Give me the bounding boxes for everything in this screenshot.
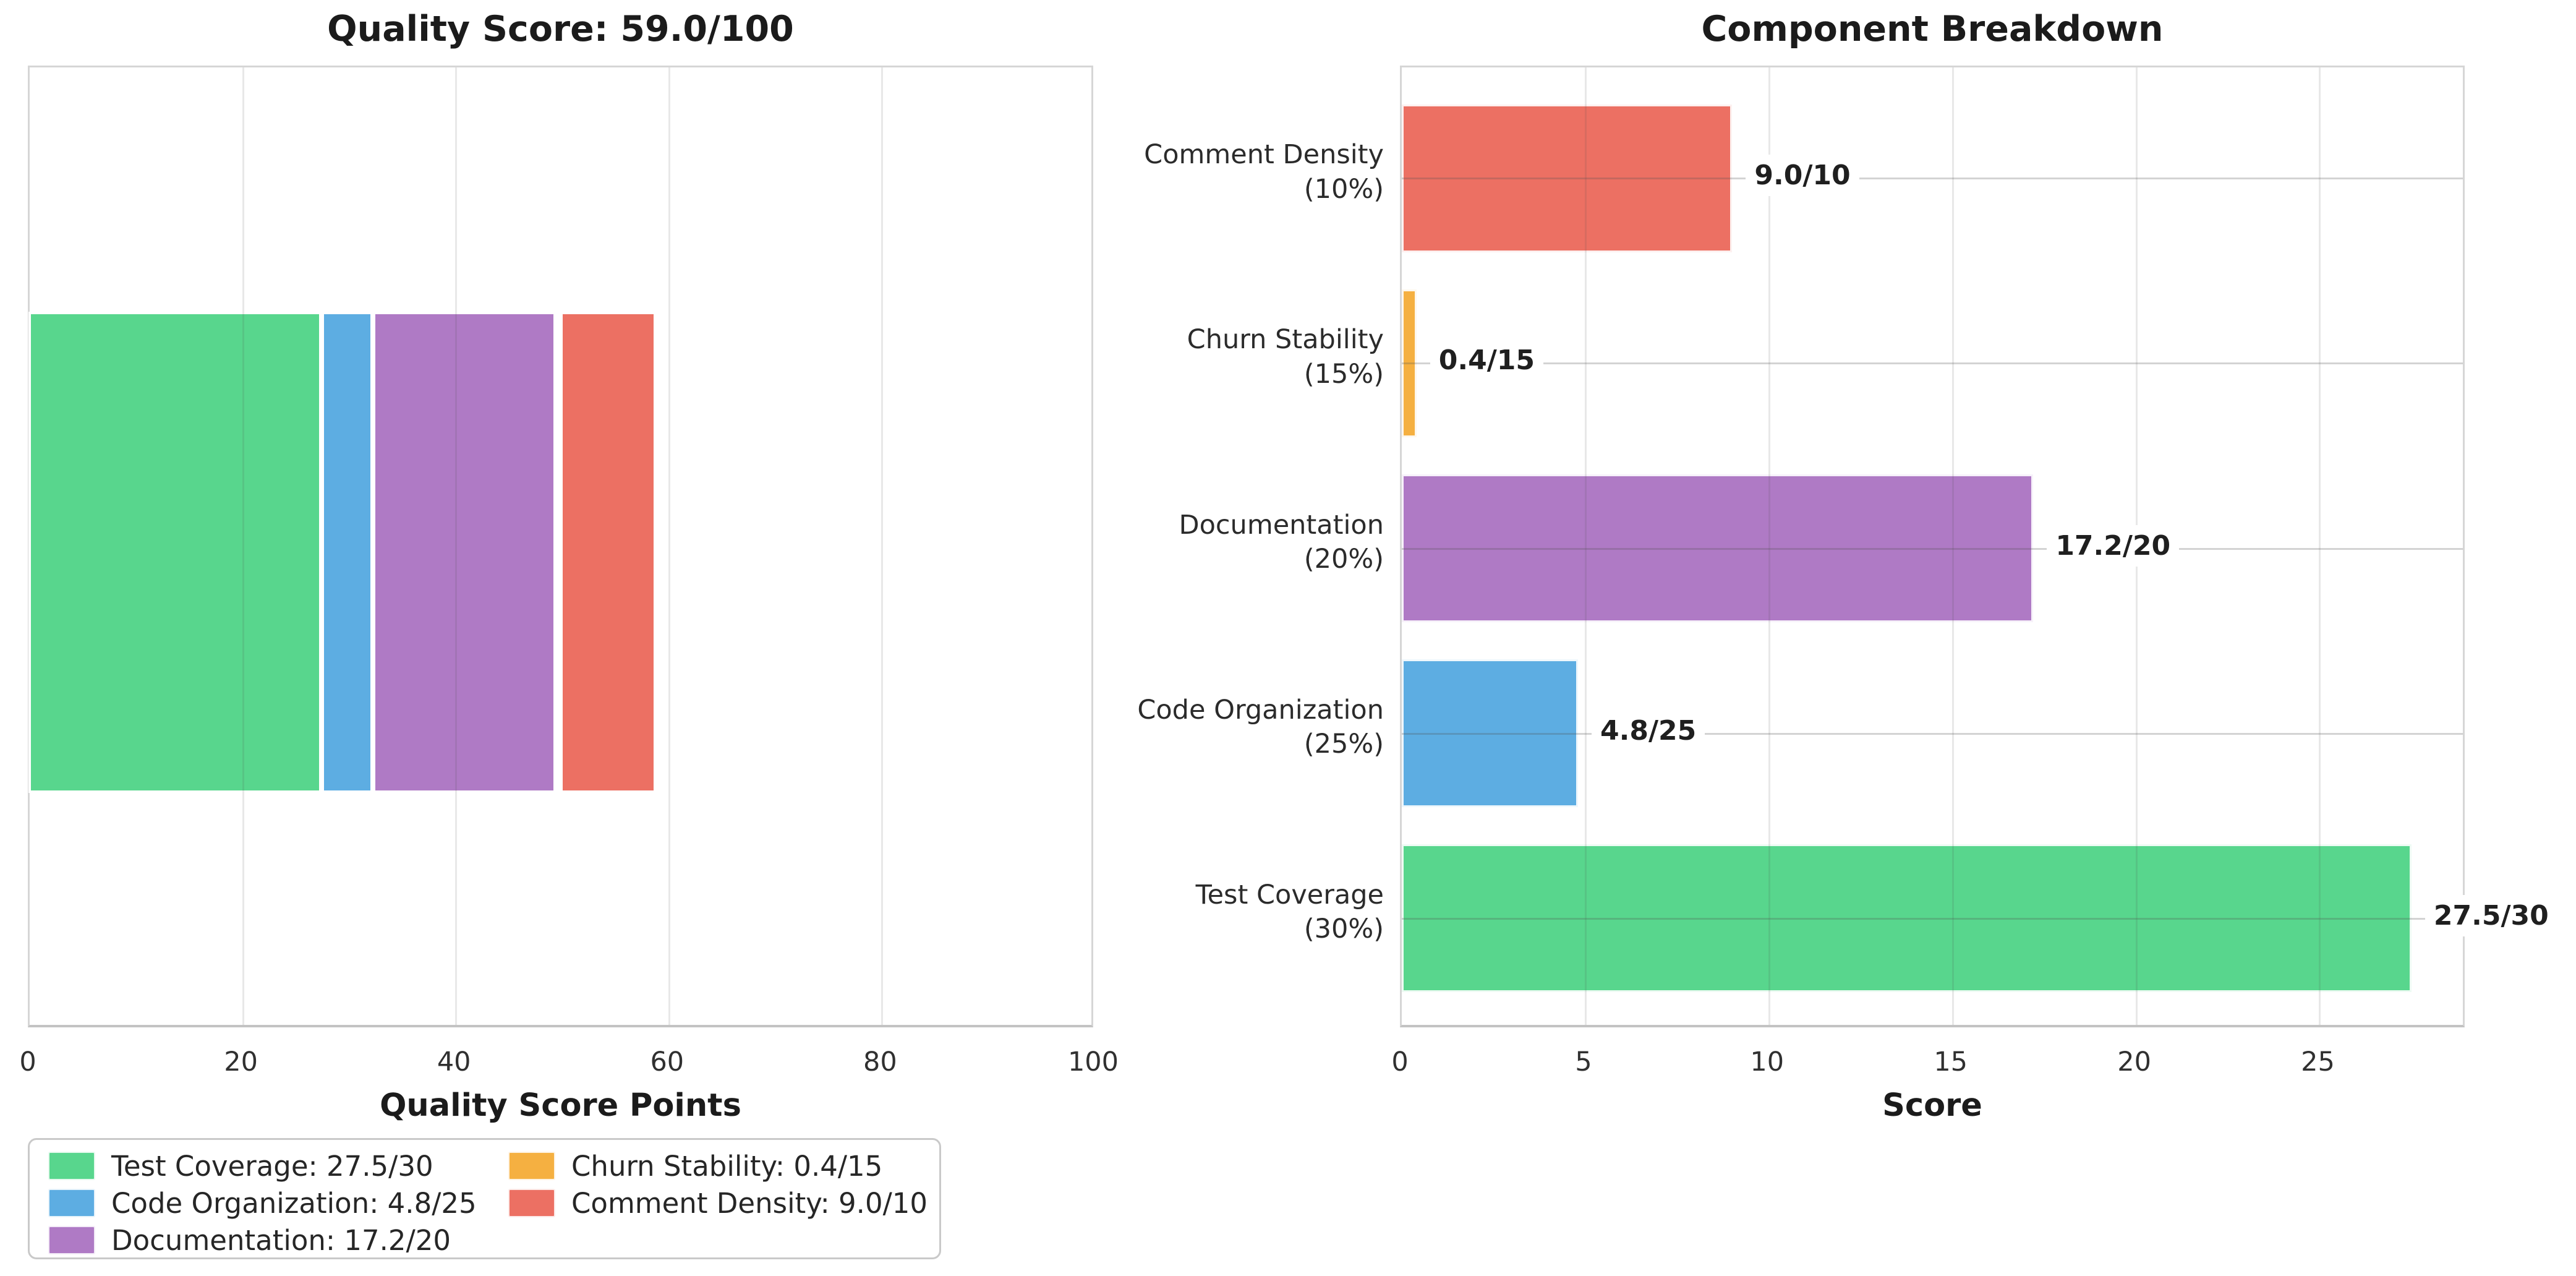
- gridline-x-10: [1768, 67, 1770, 1025]
- gridline-x-5: [1584, 67, 1587, 1025]
- legend-label: Test Coverage: 27.5/30: [111, 1149, 433, 1183]
- row-line-test-coverage: [1402, 917, 2463, 920]
- value-label-test-coverage: 27.5/30: [2425, 894, 2557, 936]
- left-xtick-80: 80: [863, 1047, 897, 1077]
- component-breakdown-plot-area: 9.0/10 0.4/15 17.2/20 4.8/25 27.5/30: [1402, 67, 2557, 1025]
- left-chart-title: Quality Score: 59.0/100: [327, 9, 794, 49]
- right-xaxis-label: Score: [1882, 1087, 1982, 1124]
- bar-code-organization: [1402, 659, 1579, 808]
- value-label-comment-density: 9.0/10: [1746, 155, 1859, 197]
- documentation-swatch: [48, 1226, 95, 1254]
- right-xtick-25: 25: [2301, 1047, 2335, 1077]
- bar-segment-comment-density: [560, 312, 656, 793]
- right-xtick-10: 10: [1750, 1047, 1785, 1077]
- right-xtick-5: 5: [1575, 1047, 1592, 1077]
- quality-score-plot: [28, 66, 1093, 1027]
- legend-item-churn-stability: Churn Stability: 0.4/15: [508, 1149, 928, 1183]
- legend: Test Coverage: 27.5/30 Code Organization:…: [28, 1138, 941, 1259]
- right-xtick-20: 20: [2117, 1047, 2151, 1077]
- row-line-code-organization: [1402, 732, 2463, 735]
- legend-item-documentation: Documentation: 17.2/20: [48, 1223, 477, 1257]
- legend-label: Documentation: 17.2/20: [111, 1223, 451, 1257]
- bar-comment-density: [1402, 104, 1733, 252]
- right-chart-title: Component Breakdown: [1701, 9, 2164, 49]
- component-breakdown-plot: 9.0/10 0.4/15 17.2/20 4.8/25 27.5/30: [1400, 66, 2557, 1027]
- left-xtick-60: 60: [650, 1047, 685, 1077]
- test-coverage-swatch: [48, 1152, 95, 1180]
- category-label-documentation: Documentation (20%): [1179, 509, 1384, 575]
- value-label-code-organization: 4.8/25: [1592, 709, 1705, 751]
- legend-label: Churn Stability: 0.4/15: [571, 1149, 883, 1183]
- right-xtick-0: 0: [1391, 1047, 1409, 1077]
- bar-segment-documentation: [372, 312, 556, 793]
- comment-density-swatch: [508, 1189, 555, 1217]
- legend-item-code-organization: Code Organization: 4.8/25: [48, 1186, 477, 1220]
- category-label-churn-stability: Churn Stability (15%): [1187, 324, 1384, 390]
- value-label-documentation: 17.2/20: [2047, 525, 2180, 567]
- value-label-churn-stability: 0.4/15: [1430, 340, 1543, 382]
- code-organization-swatch: [48, 1189, 95, 1217]
- row-line-churn-stability: [1402, 362, 2463, 365]
- category-label-code-organization: Code Organization (25%): [1137, 694, 1384, 760]
- gridline-x-15: [1951, 67, 1954, 1025]
- bar-documentation: [1402, 474, 2034, 622]
- churn-stability-swatch: [508, 1152, 555, 1180]
- category-label-comment-density: Comment Density (10%): [1144, 139, 1384, 205]
- bar-test-coverage: [1402, 844, 2412, 993]
- legend-column-2: Churn Stability: 0.4/15 Comment Density: …: [508, 1149, 928, 1223]
- bar-segment-test-coverage: [28, 312, 322, 793]
- gridline-x-25: [2319, 67, 2321, 1025]
- gridline-x-20: [242, 67, 244, 1025]
- legend-item-test-coverage: Test Coverage: 27.5/30: [48, 1149, 477, 1183]
- bar-churn-stability: [1402, 289, 1417, 437]
- quality-score-plot-area: [28, 67, 1091, 1025]
- row-line-comment-density: [1402, 178, 2463, 180]
- left-xaxis-label: Quality Score Points: [380, 1087, 741, 1124]
- left-xtick-100: 100: [1067, 1047, 1119, 1077]
- right-xtick-15: 15: [1934, 1047, 1968, 1077]
- legend-item-comment-density: Comment Density: 9.0/10: [508, 1186, 928, 1220]
- row-line-documentation: [1402, 547, 2463, 550]
- category-label-test-coverage: Test Coverage (30%): [1195, 879, 1384, 945]
- bar-segment-code-organization: [321, 312, 373, 793]
- left-xtick-0: 0: [19, 1047, 36, 1077]
- bar-segment-churn-stability: [555, 312, 561, 793]
- gridline-x-60: [668, 67, 670, 1025]
- legend-label: Code Organization: 4.8/25: [111, 1186, 477, 1220]
- left-xtick-20: 20: [224, 1047, 258, 1077]
- legend-label: Comment Density: 9.0/10: [571, 1186, 928, 1220]
- gridline-x-80: [881, 67, 884, 1025]
- gridline-x-40: [455, 67, 458, 1025]
- left-xtick-40: 40: [437, 1047, 471, 1077]
- legend-column-1: Test Coverage: 27.5/30 Code Organization:…: [48, 1149, 477, 1260]
